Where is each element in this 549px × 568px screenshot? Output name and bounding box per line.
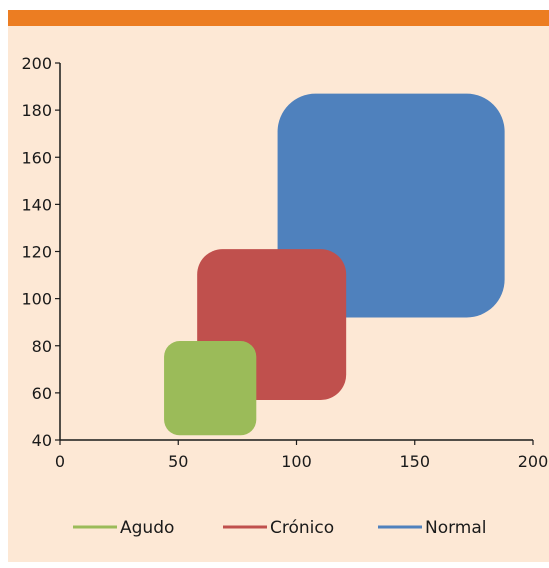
y-tick-label: 80 [32,337,52,356]
y-tick-label: 120 [21,243,52,262]
y-tick-label: 200 [21,54,52,73]
x-tick-label: 150 [399,452,430,471]
header-bar [8,10,549,26]
y-tick-label: 40 [32,431,52,450]
legend: Agudo Crónico Normal [73,518,487,538]
legend-label: Agudo [120,518,174,538]
axes: 40 60 80 100 120 140 160 180 200 0 50 100 150 200 [21,54,548,471]
series-regions [164,93,505,436]
region-agudo [164,341,257,436]
y-tick-label: 60 [32,384,52,403]
y-tick-label: 180 [21,101,52,120]
legend-label: Crónico [270,518,334,538]
y-tick-label: 100 [21,290,52,309]
x-tick-label: 50 [168,452,188,471]
x-tick-label: 100 [281,452,312,471]
y-tick-label: 160 [21,148,52,167]
x-tick-label: 200 [518,452,549,471]
legend-label: Normal [425,518,487,538]
y-tick-label: 140 [21,195,52,214]
x-tick-label: 0 [55,452,65,471]
